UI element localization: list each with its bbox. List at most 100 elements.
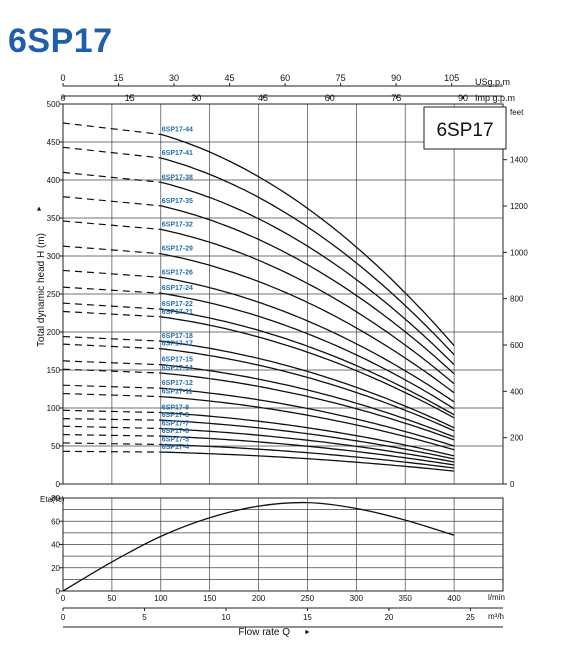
curve-label: 6SP17-6 [162, 428, 189, 435]
head-curve [160, 205, 455, 375]
curve-label: 6SP17-22 [162, 301, 193, 308]
top-axis-impgpm-unit: Imp g.p.m [475, 93, 515, 103]
usgpm-tick-label: 15 [114, 73, 124, 83]
efficiency-curve [62, 501, 455, 592]
pump-curves [62, 122, 455, 592]
impgpm-tick-label: 0 [60, 93, 65, 103]
curve-label: 6SP17-8 [162, 412, 189, 419]
m3h-tick-label: 15 [303, 613, 312, 622]
curve-extension-dashed [62, 450, 161, 453]
head-curve [160, 253, 455, 394]
title-box-text: 6SP17 [436, 120, 493, 141]
curve-extension-dashed [62, 368, 161, 374]
feet-tick-label: 600 [510, 341, 524, 350]
curve-extension-dashed [62, 434, 161, 437]
impgpm-tick-label: 30 [191, 93, 201, 103]
curve-extension-dashed [62, 425, 161, 430]
curve-extension-dashed [62, 343, 161, 350]
curve-label: 6SP17-9 [162, 405, 189, 412]
feet-tick-label: 1200 [510, 202, 528, 211]
impgpm-tick-label: 90 [458, 93, 468, 103]
curve-extension-dashed [62, 360, 161, 366]
y-tick-label: 100 [47, 404, 61, 413]
curve-label: 6SP17-41 [162, 150, 193, 157]
lpm-tick-label: 400 [447, 594, 461, 603]
curve-extension-dashed [62, 122, 161, 135]
curve-extension-dashed [62, 245, 161, 255]
eta-axis-title: Eta(%) [40, 495, 65, 504]
feet-tick-label: 200 [510, 434, 524, 443]
curve-label: 6SP17-26 [162, 269, 193, 276]
head-curve [160, 427, 455, 463]
curve-labels: 6SP17-44 6SP17-41 6SP17-38 6SP17-35 6SP17-32… [162, 126, 193, 451]
curve-label: 6SP17-14 [162, 365, 193, 372]
right-axis-unit: feet [510, 108, 524, 117]
curve-label: 6SP17-18 [162, 333, 193, 340]
feet-tick-label: 1000 [510, 248, 528, 257]
curve-label: 6SP17-29 [162, 246, 193, 253]
curve-label: 6SP17-11 [162, 389, 193, 396]
y-tick-label: 350 [47, 214, 61, 223]
usgpm-tick-label: 75 [336, 73, 346, 83]
m3h-unit: m³/h [488, 612, 504, 621]
curve-extension-dashed [62, 310, 161, 318]
y-tick-label: 400 [47, 176, 61, 185]
curve-label: 6SP17-35 [162, 198, 193, 205]
head-curve [160, 387, 455, 447]
m3h-tick-label: 0 [61, 613, 66, 622]
head-curve [160, 340, 455, 429]
curve-label: 6SP17-5 [162, 436, 189, 443]
curve-extension-dashed [62, 146, 161, 159]
feet-tick-label: 1400 [510, 156, 528, 165]
head-curve [160, 316, 455, 419]
curve-extension-dashed [62, 302, 161, 310]
curve-label: 6SP17-12 [162, 380, 193, 387]
m3h-tick-label: 5 [142, 613, 147, 622]
y-tick-label: 500 [47, 100, 61, 109]
axis-ticks: 0501001502002503003504004505000200400600… [47, 73, 528, 628]
head-curve [160, 443, 455, 469]
curve-label: 6SP17-32 [162, 221, 193, 228]
y-axis-title: Total dynamic head H (m) [36, 233, 47, 347]
curve-label: 6SP17-24 [162, 285, 193, 292]
head-curve [160, 292, 455, 410]
lpm-tick-label: 350 [399, 594, 413, 603]
head-curve [160, 372, 455, 441]
curve-label: 6SP17-7 [162, 421, 189, 428]
curve-extension-dashed [62, 392, 161, 398]
m3h-tick-label: 20 [384, 613, 393, 622]
eta-y-tick-label: 80 [51, 494, 60, 503]
eta-y-tick-label: 40 [51, 541, 60, 550]
usgpm-tick-label: 60 [280, 73, 290, 83]
curve-extension-dashed [62, 384, 161, 389]
curve-extension-dashed [62, 286, 161, 294]
head-curve [160, 419, 455, 460]
head-curve [160, 276, 455, 403]
m3h-tick-label: 25 [466, 613, 475, 622]
grid-lines [63, 104, 504, 591]
lpm-unit: l/min [488, 593, 505, 602]
usgpm-tick-label: 105 [444, 73, 459, 83]
lpm-tick-label: 300 [350, 594, 364, 603]
y-tick-label: 250 [47, 290, 61, 299]
y-tick-label: 50 [51, 442, 60, 451]
head-curve [160, 435, 455, 466]
curve-label: 6SP17-4 [162, 444, 189, 451]
y-tick-label: 450 [47, 138, 61, 147]
lpm-tick-label: 200 [252, 594, 266, 603]
y-tick-label: 200 [47, 328, 61, 337]
eta-y-tick-label: 20 [51, 564, 60, 573]
curve-extension-dashed [62, 335, 161, 342]
feet-tick-label: 800 [510, 295, 524, 304]
eta-y-tick-label: 60 [51, 517, 60, 526]
impgpm-tick-label: 45 [258, 93, 268, 103]
eta-y-tick-label: 0 [56, 587, 61, 596]
impgpm-tick-label: 75 [391, 93, 401, 103]
head-curve [160, 228, 455, 385]
page-title: 6SP17 [8, 22, 113, 60]
lpm-tick-label: 150 [203, 594, 217, 603]
curve-extension-dashed [62, 196, 161, 207]
usgpm-tick-label: 0 [60, 73, 65, 83]
usgpm-tick-label: 30 [169, 73, 179, 83]
